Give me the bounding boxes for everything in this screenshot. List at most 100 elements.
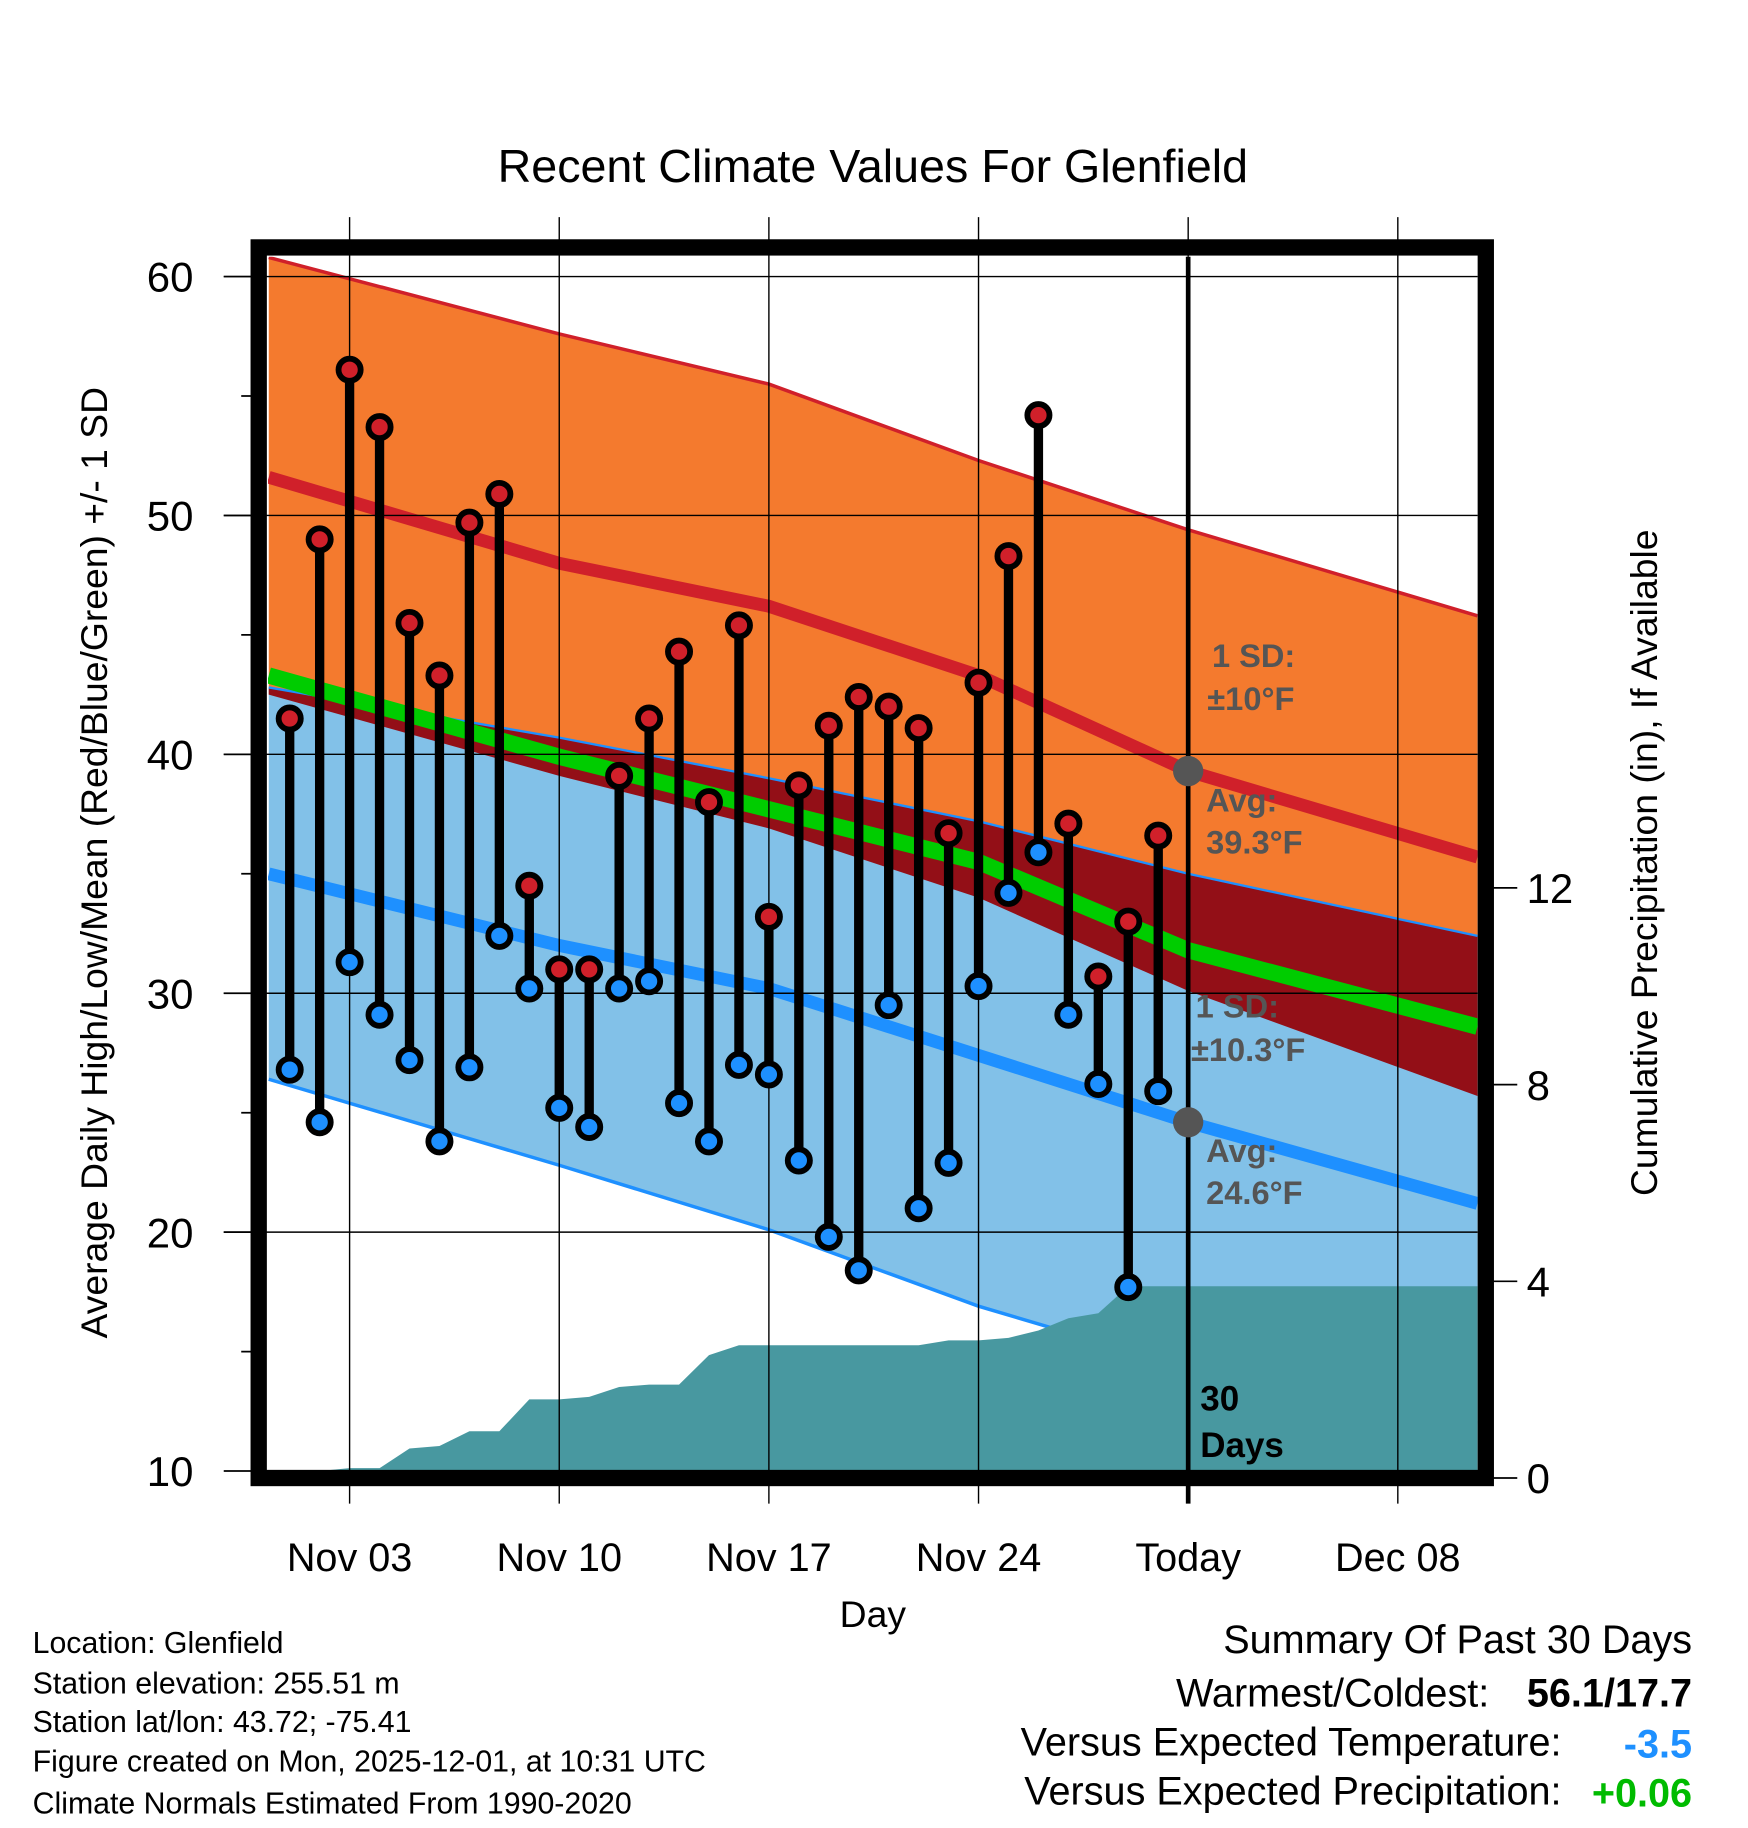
high-marker [455, 508, 484, 537]
footer-latlon: Station lat/lon: 43.72; -75.41 [33, 1706, 412, 1739]
x-tick-label: Nov 10 [496, 1536, 622, 1580]
high-marker [305, 525, 334, 554]
high-marker [605, 761, 634, 790]
x-tick-label: Dec 08 [1335, 1536, 1461, 1580]
annotations: 1 SD: ±10°F Avg: 39.3°F 1 SD: ±10.3°F Av… [1173, 637, 1305, 1465]
low-upper-line [268, 686, 1478, 938]
high-marker [695, 788, 723, 817]
high-marker [934, 819, 963, 848]
low-marker [964, 972, 993, 1001]
summary-title: Summary Of Past 30 Days [1223, 1618, 1692, 1662]
low-marker [665, 1089, 694, 1118]
footer-created: Figure created on Mon, 2025-12-01, at 10… [33, 1746, 706, 1779]
low-avg-value: 24.6°F [1206, 1174, 1302, 1211]
axes: 10 20 30 40 50 60 0 4 8 12 Nov 03 Nov 10 Nov 17 Nov 2… [147, 254, 1573, 1581]
low-marker [1084, 1070, 1113, 1099]
high-marker [665, 637, 694, 666]
y2-tick-label: 8 [1527, 1062, 1550, 1109]
y-tick-label: 30 [147, 970, 194, 1017]
high-marker [635, 704, 664, 733]
low-marker [1144, 1077, 1173, 1106]
low-marker [395, 1046, 424, 1075]
high-marker [1024, 401, 1053, 430]
high-marker [874, 692, 903, 721]
mean-line [268, 667, 1478, 1035]
low-marker [1054, 1000, 1083, 1029]
x-tick-label: Nov 03 [287, 1536, 413, 1580]
today-high-avg-dot [1173, 755, 1204, 787]
high-marker [964, 668, 993, 697]
y2-tick-label: 12 [1527, 865, 1574, 912]
footer-location: Location: Glenfield [33, 1627, 284, 1660]
high-sd-label: 1 SD: [1212, 637, 1295, 674]
low-marker [305, 1108, 334, 1137]
high-marker [1054, 809, 1083, 838]
y2-tick-label: 4 [1527, 1258, 1550, 1305]
y-tick-label: 10 [147, 1448, 194, 1495]
summary-precip-label: Versus Expected Precipitation: [1024, 1769, 1561, 1813]
high-marker [485, 479, 514, 508]
high-avg-label: Avg: [1206, 781, 1277, 818]
high-marker [1144, 821, 1173, 850]
low-marker [934, 1148, 963, 1177]
low-marker [485, 921, 514, 950]
high-sd-value: ±10°F [1207, 680, 1294, 717]
high-marker [335, 355, 364, 384]
low-marker [275, 1055, 304, 1084]
low-marker [1114, 1273, 1143, 1302]
high-upper-line [268, 256, 1478, 618]
precip-area [268, 1286, 1478, 1472]
high-marker [425, 661, 454, 690]
low-marker [874, 991, 903, 1020]
overlap-band [268, 687, 1478, 1096]
summary-warmcold-value: 56.1/17.7 [1527, 1671, 1692, 1715]
footer-normals: Climate Normals Estimated From 1990-2020 [33, 1788, 632, 1821]
low-marker [1024, 838, 1053, 867]
low-marker [365, 1000, 394, 1029]
plot-area [268, 256, 1478, 1472]
y-tick-label: 20 [147, 1209, 194, 1256]
high-marker [515, 871, 544, 900]
y2-tick-label: 0 [1527, 1455, 1550, 1502]
low-marker [605, 974, 634, 1003]
summary-warmcold-label: Warmest/Coldest: [1176, 1671, 1489, 1715]
x-tick-label: Nov 24 [916, 1536, 1042, 1580]
low-marker [455, 1053, 484, 1082]
high-marker [754, 902, 783, 931]
x-axis-label: Day [840, 1593, 907, 1635]
summary-precip-value: +0.06 [1592, 1772, 1692, 1816]
low-marker [784, 1146, 813, 1175]
low-marker [814, 1222, 843, 1251]
y-tick-label: 60 [147, 254, 194, 301]
high-marker [545, 955, 574, 984]
low-marker [724, 1050, 753, 1079]
low-marker [695, 1127, 723, 1156]
footer-elevation: Station elevation: 255.51 m [33, 1668, 400, 1701]
high-marker [844, 683, 873, 711]
low-marker [904, 1194, 933, 1223]
high-marker [575, 955, 604, 984]
summary: Summary Of Past 30 Days Warmest/Coldest:… [1021, 1618, 1692, 1816]
low-marker [844, 1256, 873, 1285]
y-axis-label: Average Daily High/Low/Mean (Red/Blue/Gr… [73, 387, 115, 1338]
low-marker [994, 878, 1023, 907]
high-marker [395, 608, 424, 637]
summary-temp-label: Versus Expected Temperature: [1021, 1720, 1562, 1764]
high-marker [724, 611, 753, 640]
window-num: 30 [1200, 1379, 1239, 1418]
low-marker [754, 1060, 783, 1089]
observations [275, 355, 1173, 1302]
footer: Location: Glenfield Station elevation: 2… [33, 1627, 706, 1821]
today-low-avg-dot [1173, 1107, 1204, 1138]
low-marker [635, 967, 664, 996]
high-marker [814, 711, 843, 740]
low-marker [515, 974, 544, 1003]
y-tick-label: 40 [147, 731, 194, 778]
y2-axis-label: Cumulative Precipitation (in), If Availa… [1623, 529, 1665, 1196]
low-sd-value: ±10.3°F [1191, 1031, 1305, 1068]
high-marker [365, 413, 394, 442]
plot-frame [250, 239, 1494, 1487]
summary-temp-value: -3.5 [1624, 1723, 1692, 1767]
low-sd-label: 1 SD: [1196, 988, 1279, 1025]
high-avg-line [268, 471, 1478, 864]
